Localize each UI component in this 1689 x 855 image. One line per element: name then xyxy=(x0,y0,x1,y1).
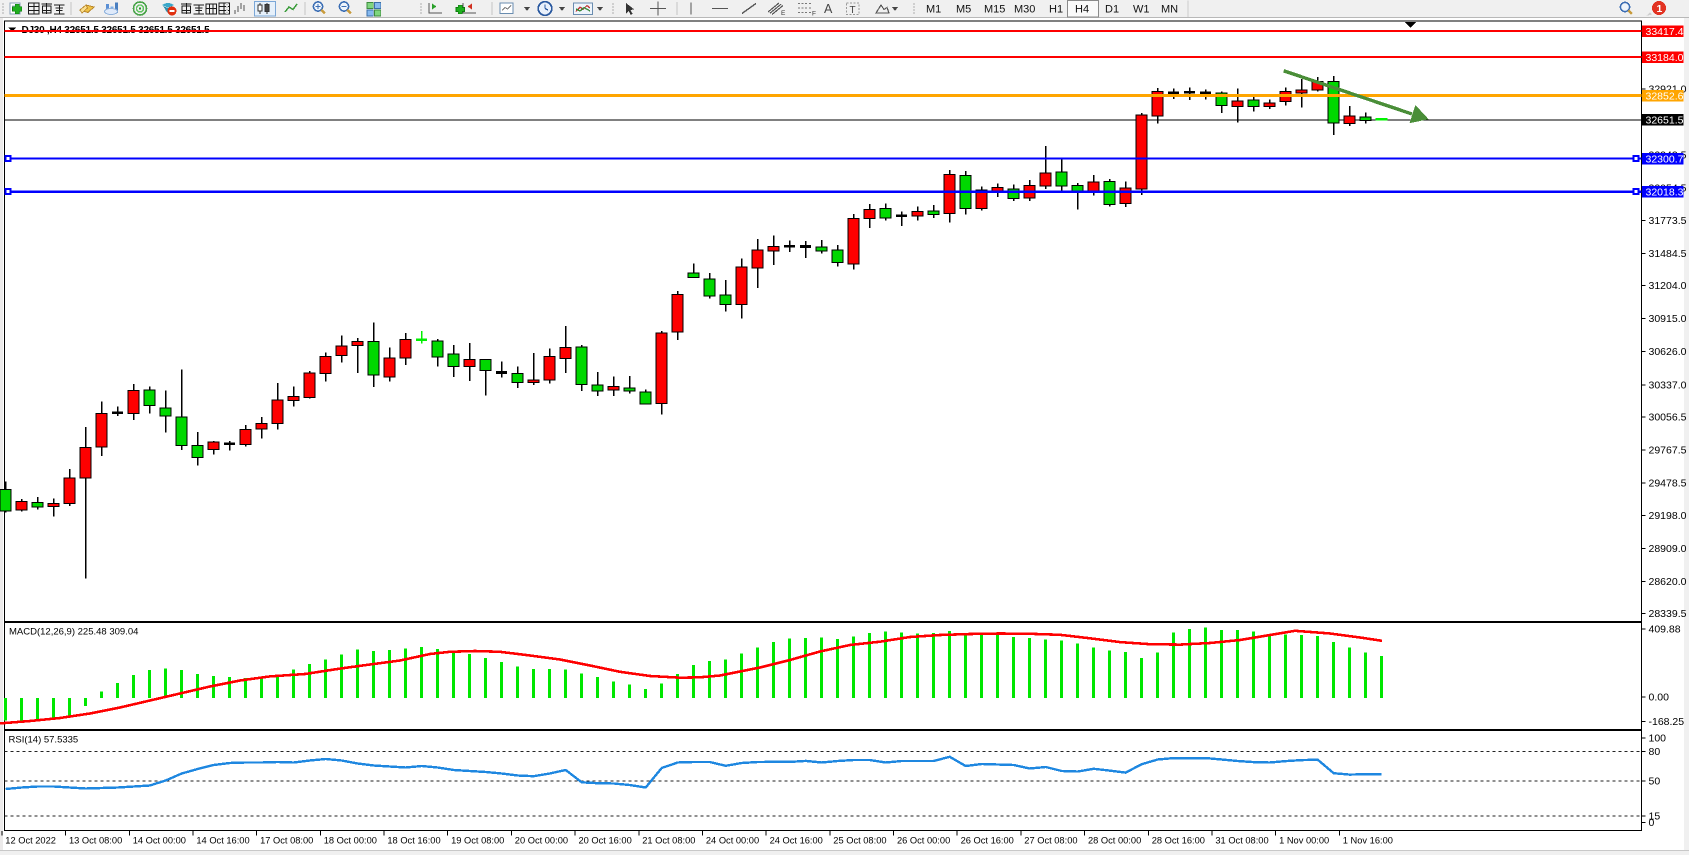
svg-text:E: E xyxy=(781,10,786,17)
svg-text:27 Oct 08:00: 27 Oct 08:00 xyxy=(1024,836,1077,846)
svg-text:21 Oct 08:00: 21 Oct 08:00 xyxy=(642,836,695,846)
svg-text:-168.25: -168.25 xyxy=(1649,716,1685,728)
svg-text:1 Nov 16:00: 1 Nov 16:00 xyxy=(1343,836,1393,846)
svg-text:26 Oct 00:00: 26 Oct 00:00 xyxy=(897,836,950,846)
svg-text:RSI(14) 57.5335: RSI(14) 57.5335 xyxy=(9,735,79,746)
svg-text:18 Oct 00:00: 18 Oct 00:00 xyxy=(324,836,377,846)
svg-text:20 Oct 00:00: 20 Oct 00:00 xyxy=(515,836,568,846)
svg-text:14 Oct 00:00: 14 Oct 00:00 xyxy=(133,836,186,846)
svg-text:1: 1 xyxy=(1657,3,1663,15)
svg-text:H4: H4 xyxy=(1075,4,1089,16)
svg-text:25 Oct 08:00: 25 Oct 08:00 xyxy=(833,836,886,846)
svg-text:T: T xyxy=(850,5,856,16)
svg-text:32852.6: 32852.6 xyxy=(1646,91,1684,103)
svg-text:14 Oct 16:00: 14 Oct 16:00 xyxy=(196,836,249,846)
svg-text:12 Oct 2022: 12 Oct 2022 xyxy=(5,836,56,846)
svg-text:15: 15 xyxy=(1649,810,1661,822)
svg-text:32300.7: 32300.7 xyxy=(1646,154,1684,166)
svg-text:31 Oct 08:00: 31 Oct 08:00 xyxy=(1215,836,1268,846)
svg-text:30056.5: 30056.5 xyxy=(1649,411,1687,423)
svg-text:D1: D1 xyxy=(1105,4,1119,16)
svg-text:50: 50 xyxy=(1649,776,1661,788)
svg-text:M15: M15 xyxy=(984,4,1005,16)
svg-text:1 Nov 00:00: 1 Nov 00:00 xyxy=(1279,836,1329,846)
svg-text:M5: M5 xyxy=(956,4,971,16)
svg-text:A: A xyxy=(824,2,833,16)
svg-text:0.00: 0.00 xyxy=(1649,692,1670,704)
svg-text:32651.5: 32651.5 xyxy=(1646,115,1684,127)
svg-text:30626.0: 30626.0 xyxy=(1649,346,1687,358)
svg-text:28339.5: 28339.5 xyxy=(1649,608,1687,620)
svg-text:W1: W1 xyxy=(1133,4,1150,16)
svg-text:28909.0: 28909.0 xyxy=(1649,543,1687,555)
svg-text:M30: M30 xyxy=(1014,4,1035,16)
svg-text:20 Oct 16:00: 20 Oct 16:00 xyxy=(579,836,632,846)
svg-text:28620.0: 28620.0 xyxy=(1649,576,1687,588)
svg-text:80: 80 xyxy=(1649,746,1661,758)
svg-text:MN: MN xyxy=(1161,4,1178,16)
svg-text:31484.5: 31484.5 xyxy=(1649,248,1687,260)
svg-text:17 Oct 08:00: 17 Oct 08:00 xyxy=(260,836,313,846)
svg-text:29198.0: 29198.0 xyxy=(1649,510,1687,522)
svg-text:H1: H1 xyxy=(1049,4,1063,16)
svg-text:31204.0: 31204.0 xyxy=(1649,280,1687,292)
svg-text:0: 0 xyxy=(1649,817,1655,829)
svg-text:30915.0: 30915.0 xyxy=(1649,313,1687,325)
svg-text:33184.0: 33184.0 xyxy=(1646,52,1684,64)
svg-text:F: F xyxy=(812,11,816,18)
svg-text:24 Oct 00:00: 24 Oct 00:00 xyxy=(706,836,759,846)
svg-text:32018.3: 32018.3 xyxy=(1646,187,1684,199)
svg-text:30337.0: 30337.0 xyxy=(1649,379,1687,391)
svg-text:18 Oct 16:00: 18 Oct 16:00 xyxy=(387,836,440,846)
svg-text:26 Oct 16:00: 26 Oct 16:00 xyxy=(961,836,1014,846)
svg-text:409.88: 409.88 xyxy=(1649,624,1681,636)
svg-text:24 Oct 16:00: 24 Oct 16:00 xyxy=(770,836,823,846)
svg-text:MACD(12,26,9) 225.48 309.04: MACD(12,26,9) 225.48 309.04 xyxy=(9,627,138,638)
svg-text:19 Oct 08:00: 19 Oct 08:00 xyxy=(451,836,504,846)
svg-text:29767.5: 29767.5 xyxy=(1649,445,1687,457)
svg-text:13 Oct 08:00: 13 Oct 08:00 xyxy=(69,836,122,846)
svg-text:31773.5: 31773.5 xyxy=(1649,215,1687,227)
svg-text:33417.4: 33417.4 xyxy=(1646,26,1684,38)
svg-text:28 Oct 16:00: 28 Oct 16:00 xyxy=(1152,836,1205,846)
svg-text:100: 100 xyxy=(1649,733,1667,745)
svg-text:28 Oct 00:00: 28 Oct 00:00 xyxy=(1088,836,1141,846)
svg-text:M1: M1 xyxy=(926,4,941,16)
svg-text:29478.5: 29478.5 xyxy=(1649,478,1687,490)
